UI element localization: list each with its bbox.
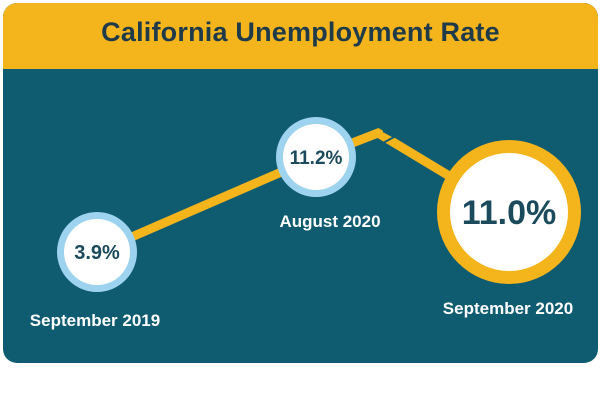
data-point-marker [64,219,130,285]
data-label: 3.9% [74,242,120,264]
x-category-label: August 2020 [279,212,380,231]
line-notch [228,175,243,189]
chart-title: California Unemployment Rate [101,17,500,47]
page-margin [0,363,603,402]
title-banner [3,3,598,69]
data-point-marker [450,153,568,271]
data-point-1: 3.9% September 2019 [30,212,160,330]
data-label: 11.0% [462,194,557,232]
x-category-label: September 2019 [30,311,160,330]
data-point-marker [283,124,349,190]
data-point-2: 11.2% August 2020 [276,117,381,231]
x-category-label: September 2020 [443,299,573,318]
line-notch [382,130,397,144]
data-point-3: 11.0% September 2020 [437,140,581,318]
data-label: 11.2% [290,148,343,169]
